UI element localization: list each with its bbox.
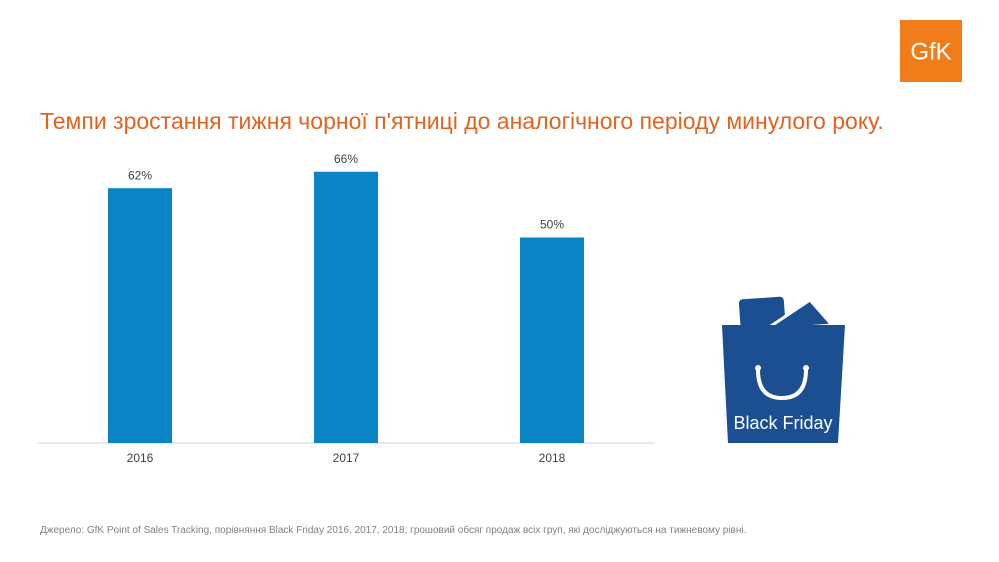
x-tick-label: 2016 [127,451,154,465]
data-label: 50% [540,218,564,232]
x-tick-label: 2018 [539,451,566,465]
chart-title: Темпи зростання тижня чорної п'ятниці до… [40,108,884,134]
data-label: 62% [128,168,152,182]
bar [520,237,584,443]
x-tick-label: 2017 [333,451,360,465]
bag-icon [722,296,845,443]
logo: GfK [910,38,951,65]
data-label: 66% [334,152,358,166]
logo-box [900,20,962,82]
source-note: Джерело: GfK Point of Sales Tracking, по… [40,525,747,536]
badge-label: Black Friday [733,413,832,433]
bar [314,171,378,444]
bar [108,188,172,443]
